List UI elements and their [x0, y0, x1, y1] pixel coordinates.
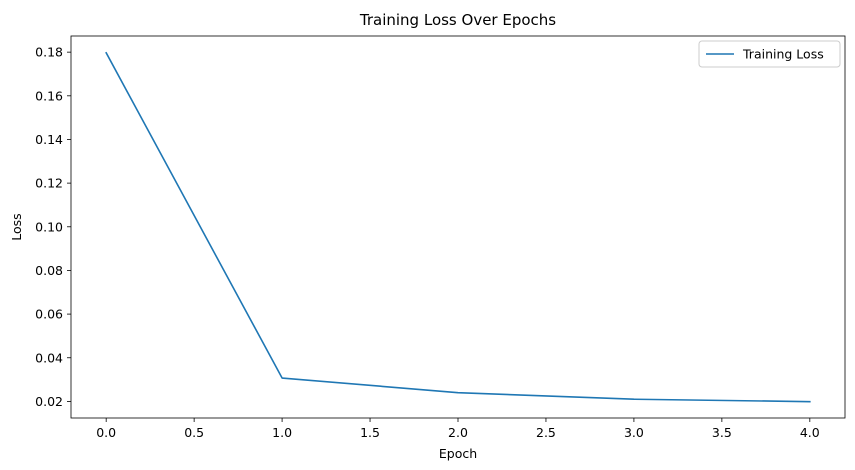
- y-tick-label: 0.14: [35, 132, 63, 147]
- y-axis-label: Loss: [9, 213, 24, 240]
- x-tick-label: 3.5: [712, 425, 732, 440]
- x-tick-label: 2.0: [448, 425, 468, 440]
- y-tick-label: 0.18: [35, 45, 63, 60]
- y-tick-label: 0.04: [35, 350, 63, 365]
- x-tick-label: 2.5: [536, 425, 556, 440]
- legend-box: [698, 40, 841, 68]
- y-tick-label: 0.08: [35, 263, 63, 278]
- y-tick-label: 0.10: [35, 219, 63, 234]
- x-axis-label: Epoch: [439, 446, 477, 461]
- y-tick-label: 0.06: [35, 307, 63, 322]
- x-tick-label: 0.5: [184, 425, 204, 440]
- series-layer: [105, 51, 811, 403]
- x-tick-label: 1.5: [360, 425, 380, 440]
- x-tick-label: 0.0: [96, 425, 116, 440]
- x-tick-label: 3.0: [624, 425, 644, 440]
- legend: Training Loss: [698, 40, 841, 68]
- x-tick-label: 1.0: [272, 425, 292, 440]
- series-line-training-loss: [105, 51, 811, 403]
- x-axis-ticks: 0.0 0.5 1.0 1.5 2.0 2.5 3.0 3.5 4.0: [96, 418, 820, 440]
- y-tick-label: 0.12: [35, 176, 63, 191]
- chart-title: Training Loss Over Epochs: [359, 11, 556, 29]
- y-tick-label: 0.02: [35, 394, 63, 409]
- x-tick-label: 4.0: [800, 425, 820, 440]
- y-axis-ticks: 0.02 0.04 0.06 0.08 0.10 0.12 0.14 0.16 0.18: [35, 45, 71, 409]
- plot-frame: [70, 35, 846, 419]
- legend-label-training-loss: Training Loss: [742, 47, 824, 62]
- y-tick-label: 0.16: [35, 88, 63, 103]
